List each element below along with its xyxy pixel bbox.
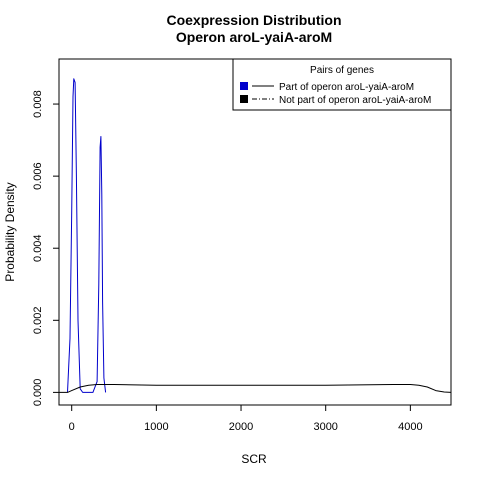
series-line-0: [67, 78, 107, 393]
y-tick-label: 0.000: [32, 379, 44, 407]
legend-box: [232, 58, 452, 111]
legend: Pairs of genes Part of operon aroL-yaiA-…: [232, 58, 452, 111]
legend-label-non-operon: Not part of operon aroL-yaiA-aroM: [279, 95, 431, 106]
y-axis: 0.000 0.002 0.004 0.006 0.008: [32, 90, 59, 406]
y-tick-label: 0.004: [32, 234, 44, 262]
x-tick-label: 0: [69, 421, 75, 433]
x-axis: 0 1000 2000 3000 4000: [69, 405, 423, 433]
series-layer: [59, 78, 452, 393]
y-axis-label: Probability Density: [3, 182, 17, 281]
legend-label-operon: Part of operon aroL-yaiA-aroM: [279, 82, 414, 93]
x-tick-label: 2000: [229, 421, 253, 433]
series-line-1: [59, 384, 452, 393]
x-tick-label: 3000: [313, 421, 337, 433]
legend-swatch-operon: [240, 82, 248, 90]
y-tick-label: 0.002: [32, 307, 44, 335]
chart-subtitle: Operon aroL-yaiA-aroM: [176, 29, 332, 45]
chart-title: Coexpression Distribution: [166, 12, 341, 28]
legend-swatch-non-operon: [240, 95, 248, 103]
y-tick-label: 0.006: [32, 162, 44, 190]
x-tick-label: 4000: [398, 421, 422, 433]
x-axis-label: SCR: [241, 452, 267, 466]
plot-frame: [58, 58, 452, 406]
legend-title: Pairs of genes: [310, 65, 374, 76]
y-tick-label: 0.008: [32, 90, 44, 118]
x-tick-label: 1000: [144, 421, 168, 433]
